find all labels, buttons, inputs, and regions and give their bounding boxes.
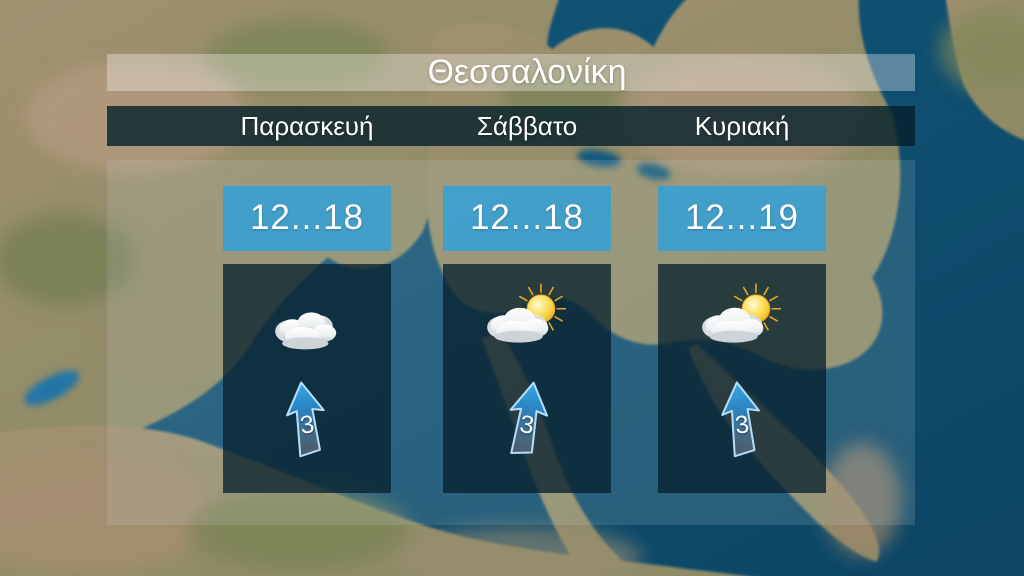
lakes (24, 149, 671, 406)
condition-panel: 3 (658, 264, 826, 493)
day-label-friday: Παρασκευή (240, 111, 374, 141)
wind-arrow-icon (509, 381, 549, 454)
cloudy-icon (275, 312, 337, 350)
forecast-column-sunday: 12...19 (658, 186, 826, 493)
cloud-shape (487, 307, 549, 343)
condition-panel: 3 (223, 264, 391, 493)
forecast-column-saturday: 12...18 (443, 186, 611, 493)
condition-panel: 3 (443, 264, 611, 493)
day-label-saturday: Σάββατο (476, 111, 578, 141)
temp-range-badge: 12...18 (223, 186, 391, 251)
lake-west (24, 370, 80, 406)
title-bar: Θεσσαλονίκη (107, 54, 915, 91)
sun-cloud-icon (702, 283, 781, 343)
forecast-panel: 12...18 (107, 160, 915, 525)
wind-arrow-north: 3 (277, 375, 336, 465)
lake-koronia (576, 149, 622, 168)
wind-speed-value: 3 (733, 410, 751, 440)
wind-arrow-north: 3 (497, 375, 558, 465)
page-title: Θεσσαλονίκη (427, 53, 627, 91)
wind-arrow-icon (286, 381, 325, 458)
wind-arrow-icon (721, 381, 760, 458)
temp-range-badge: 12...19 (658, 186, 826, 251)
lake-volvi (636, 163, 671, 180)
wind-arrow-north: 3 (713, 375, 771, 464)
day-label-sunday: Κυριακή (694, 111, 790, 141)
forecast-column-friday: 12...18 (223, 186, 391, 493)
day-bar: Παρασκευή Σάββατο Κυριακή (107, 106, 915, 146)
sun-cloud-icon (487, 283, 566, 343)
cloud-shape (702, 307, 764, 343)
temp-range-badge: 12...18 (443, 186, 611, 251)
